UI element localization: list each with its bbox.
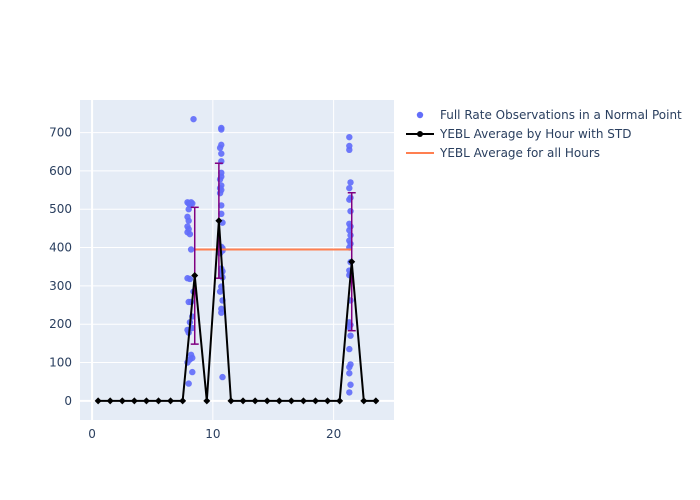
hourly-average-marker	[348, 258, 356, 266]
x-tick-label: 0	[88, 427, 96, 441]
observation-point	[216, 176, 224, 183]
y-tick-label: 700	[49, 126, 72, 140]
hourly-average-marker	[94, 397, 102, 405]
observation-point	[190, 115, 197, 123]
x-tick-label: 20	[326, 427, 341, 441]
observation-point	[218, 126, 225, 133]
data-layer	[94, 115, 380, 405]
legend-label[interactable]: Full Rate Observations in a Normal Point	[440, 108, 682, 122]
hourly-average-marker	[372, 397, 380, 405]
hourly-average-marker	[106, 397, 114, 405]
hourly-average-marker	[324, 397, 332, 405]
legend-marker-hourly-average[interactable]	[417, 131, 423, 137]
hourly-average-marker	[142, 397, 150, 405]
legend-label[interactable]: YEBL Average for all Hours	[439, 146, 600, 160]
hourly-average-marker	[239, 397, 247, 405]
observation-point	[218, 210, 225, 218]
y-tick-label: 200	[49, 317, 72, 331]
observation-point	[185, 217, 192, 224]
y-tick-label: 0	[64, 394, 72, 408]
observation-point	[218, 202, 225, 209]
legend-label[interactable]: YEBL Average by Hour with STD	[439, 127, 631, 141]
y-tick-label: 600	[49, 164, 72, 178]
observation-point	[189, 200, 196, 207]
observation-point	[346, 370, 353, 377]
hourly-average-marker	[167, 397, 175, 405]
observation-point	[189, 368, 196, 376]
hourly-average-marker	[179, 397, 187, 405]
observation-point	[347, 332, 354, 339]
observation-point	[346, 389, 353, 396]
observation-point	[346, 363, 353, 371]
observation-point	[186, 230, 194, 238]
hourly-average-marker	[155, 397, 162, 405]
hourly-average-marker	[360, 397, 368, 405]
hourly-average-marker	[191, 272, 199, 280]
observation-point	[346, 324, 353, 331]
x-tick-label: 10	[205, 427, 220, 441]
y-tick-label: 300	[49, 279, 72, 293]
observation-point	[216, 288, 224, 295]
axis-labels: 0 100 200 300 400 500 600 700 0 10 20	[49, 126, 341, 441]
observation-point	[219, 373, 226, 381]
observation-point	[185, 380, 192, 387]
hourly-average-marker	[130, 397, 138, 405]
observation-point	[346, 146, 353, 154]
observation-point	[347, 232, 354, 239]
y-tick-label: 500	[49, 202, 72, 216]
hourly-average-marker	[227, 397, 235, 405]
observation-point	[346, 133, 353, 141]
observation-point	[346, 227, 353, 234]
observation-point	[347, 381, 354, 388]
observation-point	[346, 184, 353, 192]
observation-point	[346, 196, 353, 203]
hourly-average-marker	[215, 217, 223, 225]
observation-point	[346, 345, 353, 353]
hourly-average-marker	[287, 397, 295, 405]
hourly-average-marker	[312, 397, 319, 405]
hourly-average-marker	[275, 397, 283, 405]
observation-point	[216, 144, 224, 152]
hourly-average-marker	[203, 397, 211, 405]
hourly-average-marker	[263, 397, 271, 405]
legend[interactable]: Full Rate Observations in a Normal Point…	[406, 108, 682, 160]
legend-swatch-observations[interactable]	[416, 111, 424, 119]
observation-point	[218, 309, 225, 316]
hourly-average-marker	[299, 397, 307, 405]
observation-point	[186, 275, 194, 283]
observation-point	[347, 207, 354, 215]
observation-point	[187, 246, 195, 253]
y-tick-label: 100	[49, 356, 72, 370]
hourly-average-marker	[251, 397, 259, 405]
y-tick-label: 400	[49, 241, 72, 255]
hourly-average-marker	[336, 397, 344, 405]
hourly-average-marker	[118, 397, 126, 405]
observation-point	[218, 150, 225, 157]
observation-point	[185, 206, 192, 213]
observation-point	[347, 179, 354, 186]
observation-point	[216, 189, 224, 197]
